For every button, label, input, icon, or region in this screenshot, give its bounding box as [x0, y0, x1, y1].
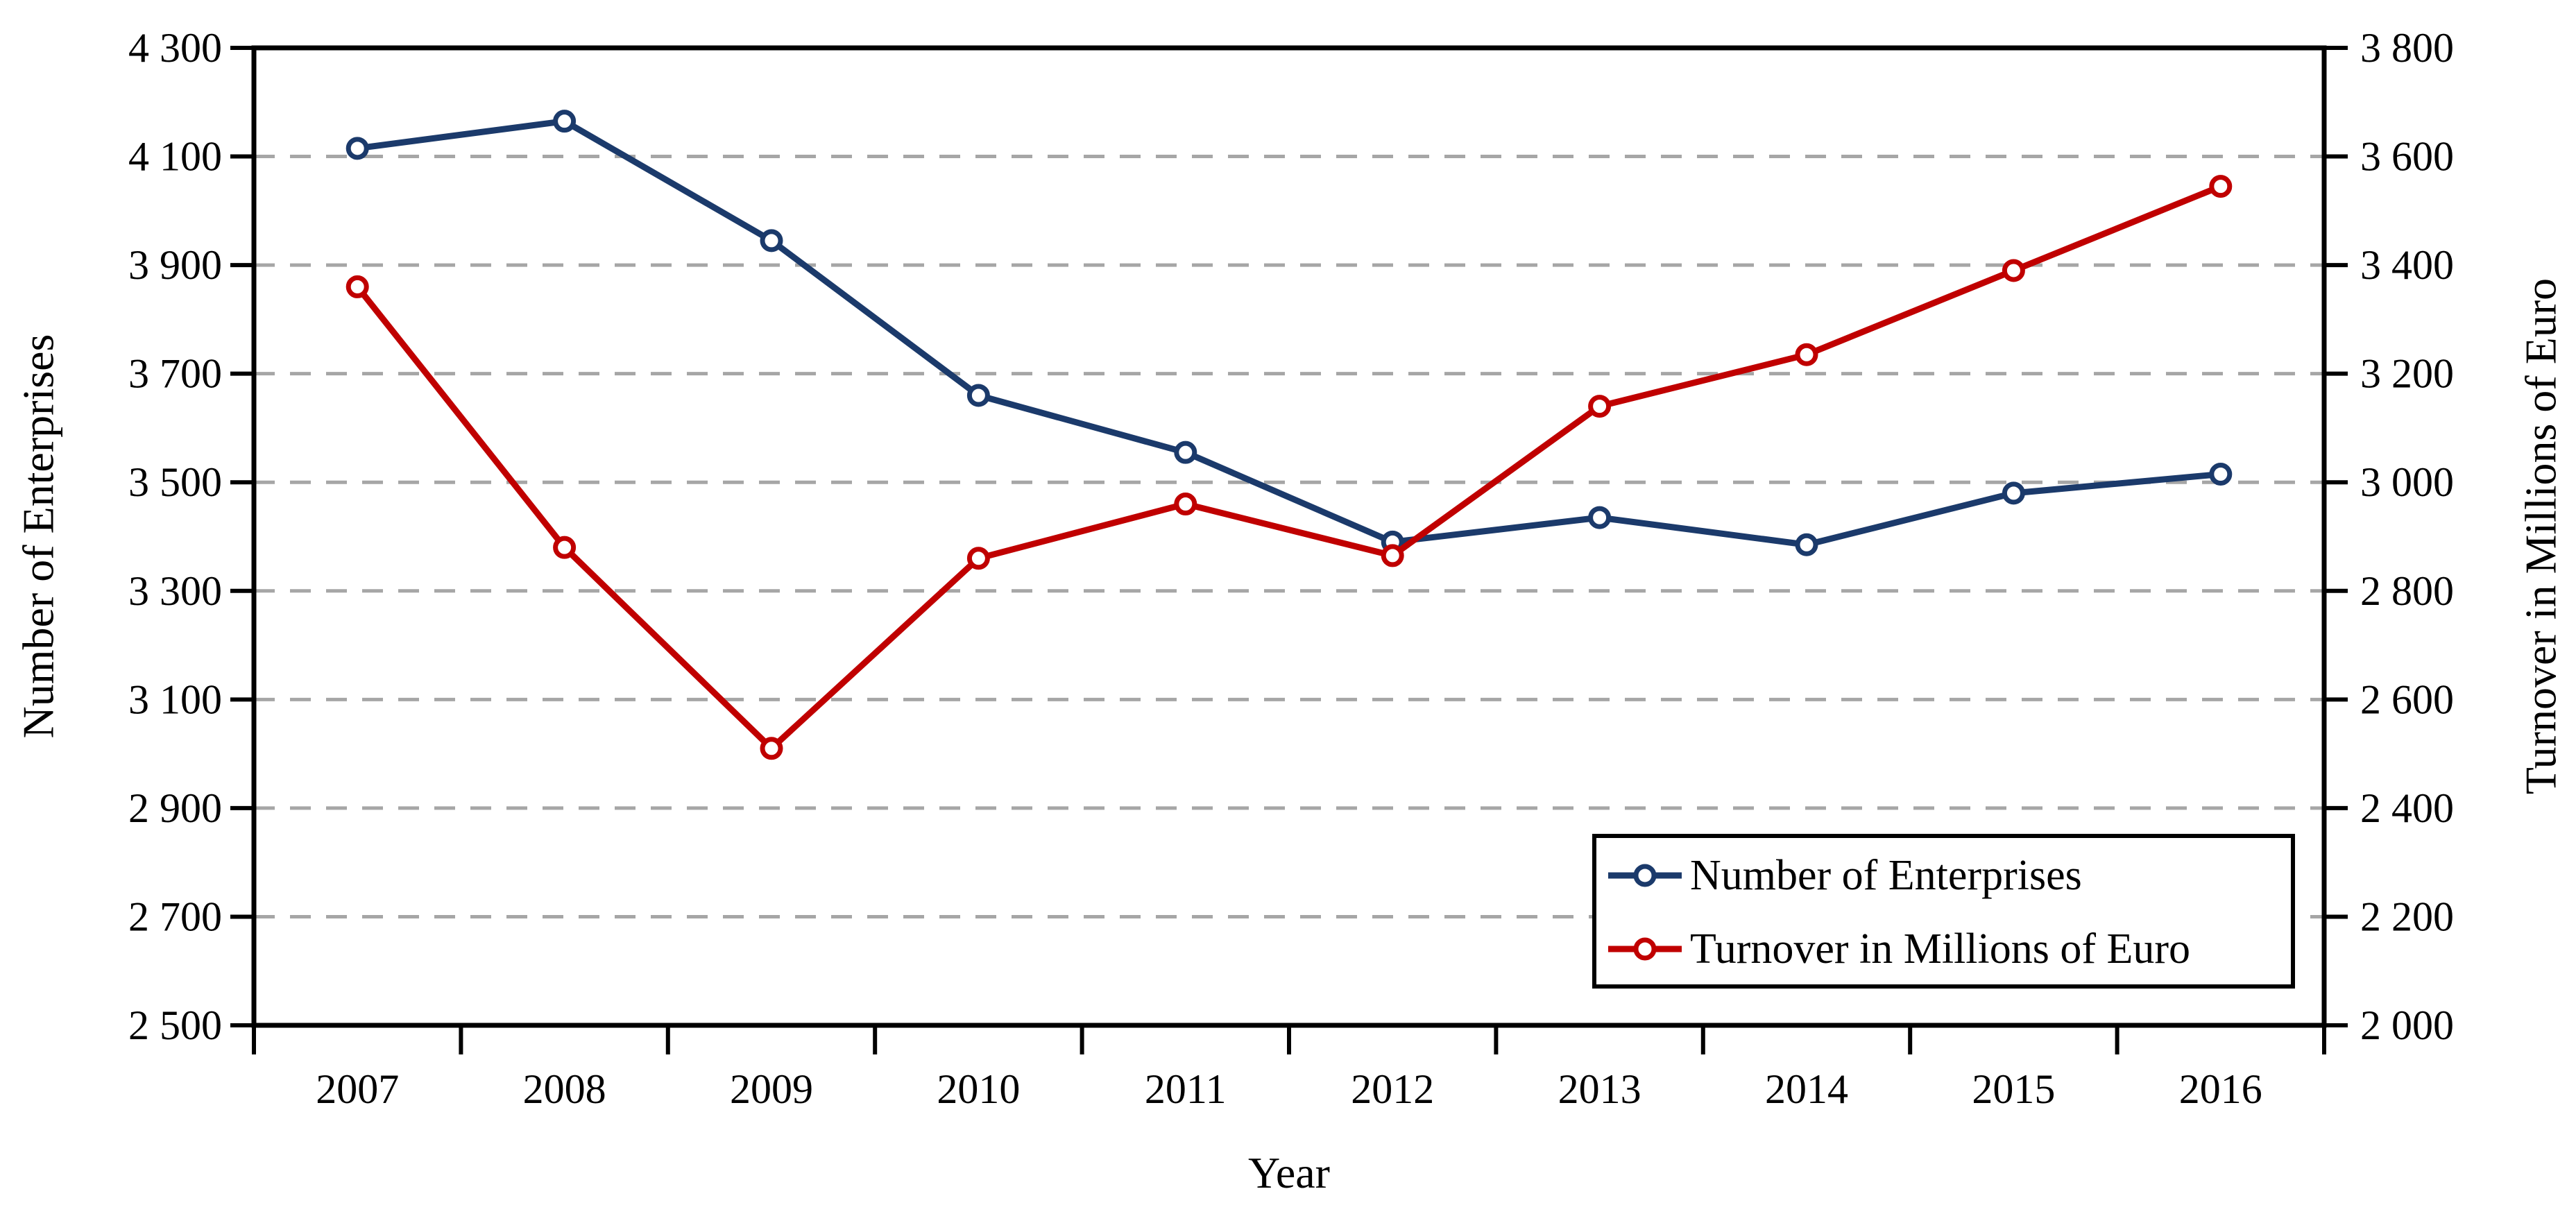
- x-axis-tick-label: 2011: [1145, 1066, 1227, 1112]
- legend: Number of Enterprises Turnover in Millio…: [1592, 834, 2295, 989]
- data-point-marker: [1795, 343, 1818, 366]
- data-point-marker: [966, 384, 990, 407]
- x-axis-tick-label: 2009: [730, 1066, 813, 1112]
- left-axis-tick-label: 2 700: [128, 894, 222, 939]
- right-axis-tick-label: 3 400: [2360, 242, 2454, 288]
- right-axis-tick-label: 2 600: [2360, 676, 2454, 722]
- x-axis-tick-label: 2007: [316, 1066, 399, 1112]
- data-point-marker: [1588, 395, 1612, 418]
- right-axis-tick-label: 3 600: [2360, 134, 2454, 180]
- series-line: [354, 183, 2224, 752]
- x-axis-tick-label: 2013: [1558, 1066, 1641, 1112]
- x-axis-tick-label: 2010: [937, 1066, 1020, 1112]
- data-point-marker: [346, 137, 369, 160]
- series-line: [354, 118, 2224, 548]
- data-point-marker: [2002, 481, 2025, 505]
- data-point-marker: [760, 737, 783, 760]
- data-point-marker: [2002, 259, 2025, 282]
- right-axis-tick-label: 3 200: [2360, 351, 2454, 397]
- right-axis-tick-label: 2 800: [2360, 568, 2454, 614]
- data-point-marker: [760, 229, 783, 253]
- data-point-marker: [553, 110, 577, 133]
- left-axis-tick-label: 3 500: [128, 459, 222, 505]
- legend-box: [1592, 834, 2295, 989]
- gridlines: [254, 155, 2324, 918]
- data-point-marker: [966, 547, 990, 570]
- series-enterprises: [346, 110, 2233, 556]
- x-axis-tick-label: 2008: [523, 1066, 606, 1112]
- right-axis-tick-label: 2 200: [2360, 894, 2454, 939]
- plot-border: [251, 45, 2327, 1028]
- left-axis-tick-label: 2 900: [128, 785, 222, 831]
- x-axis-tick-label: 2015: [1972, 1066, 2055, 1112]
- x-axis-tick-label: 2012: [1351, 1066, 1434, 1112]
- axis-ticks: [230, 46, 2348, 1054]
- left-axis-tick-label: 3 700: [128, 351, 222, 397]
- right-axis-tick-label: 2 400: [2360, 785, 2454, 831]
- left-axis-tick-label: 3 300: [128, 568, 222, 614]
- data-point-marker: [2209, 462, 2233, 486]
- x-axis-tick-label: 2014: [1765, 1066, 1848, 1112]
- x-axis-title: Year: [1248, 1148, 1330, 1197]
- legend-marker-icon: [1633, 937, 1657, 961]
- left-axis-tick-label: 3 100: [128, 676, 222, 722]
- data-point-marker: [2209, 175, 2233, 198]
- data-point-marker: [1381, 544, 1404, 567]
- series-turnover: [346, 175, 2233, 760]
- right-axis-tick-label: 3 800: [2360, 25, 2454, 71]
- data-point-marker: [346, 275, 369, 298]
- tick-labels: 4 300 3 800 4 100 3 600 3 900 3 400 3 700 3 200…: [128, 25, 2454, 1112]
- left-axis-tick-label: 4 100: [128, 134, 222, 180]
- data-point-marker: [1174, 441, 1197, 464]
- legend-entry-enterprises: Number of Enterprises: [1608, 852, 2082, 899]
- x-axis-tick-label: 2016: [2179, 1066, 2262, 1112]
- legend-marker-icon: [1633, 864, 1657, 887]
- data-point-marker: [1588, 506, 1612, 529]
- legend-label-enterprises: Number of Enterprises: [1690, 852, 2082, 899]
- legend-label-turnover: Turnover in Millions of Euro: [1690, 925, 2190, 973]
- right-axis-tick-label: 2 000: [2360, 1002, 2454, 1048]
- left-axis-tick-label: 3 900: [128, 242, 222, 288]
- left-axis-tick-label: 2 500: [128, 1002, 222, 1048]
- left-axis-tick-label: 4 300: [128, 25, 222, 71]
- right-axis-title: Turnover in Millions of Euro: [2516, 278, 2566, 794]
- data-point-marker: [1795, 533, 1818, 556]
- data-point-marker: [553, 536, 577, 559]
- data-point-marker: [1174, 493, 1197, 516]
- data-series: [346, 110, 2233, 760]
- right-axis-tick-label: 3 000: [2360, 459, 2454, 505]
- legend-entry-turnover: Turnover in Millions of Euro: [1608, 925, 2190, 973]
- left-axis-title: Number of Enterprises: [14, 334, 63, 739]
